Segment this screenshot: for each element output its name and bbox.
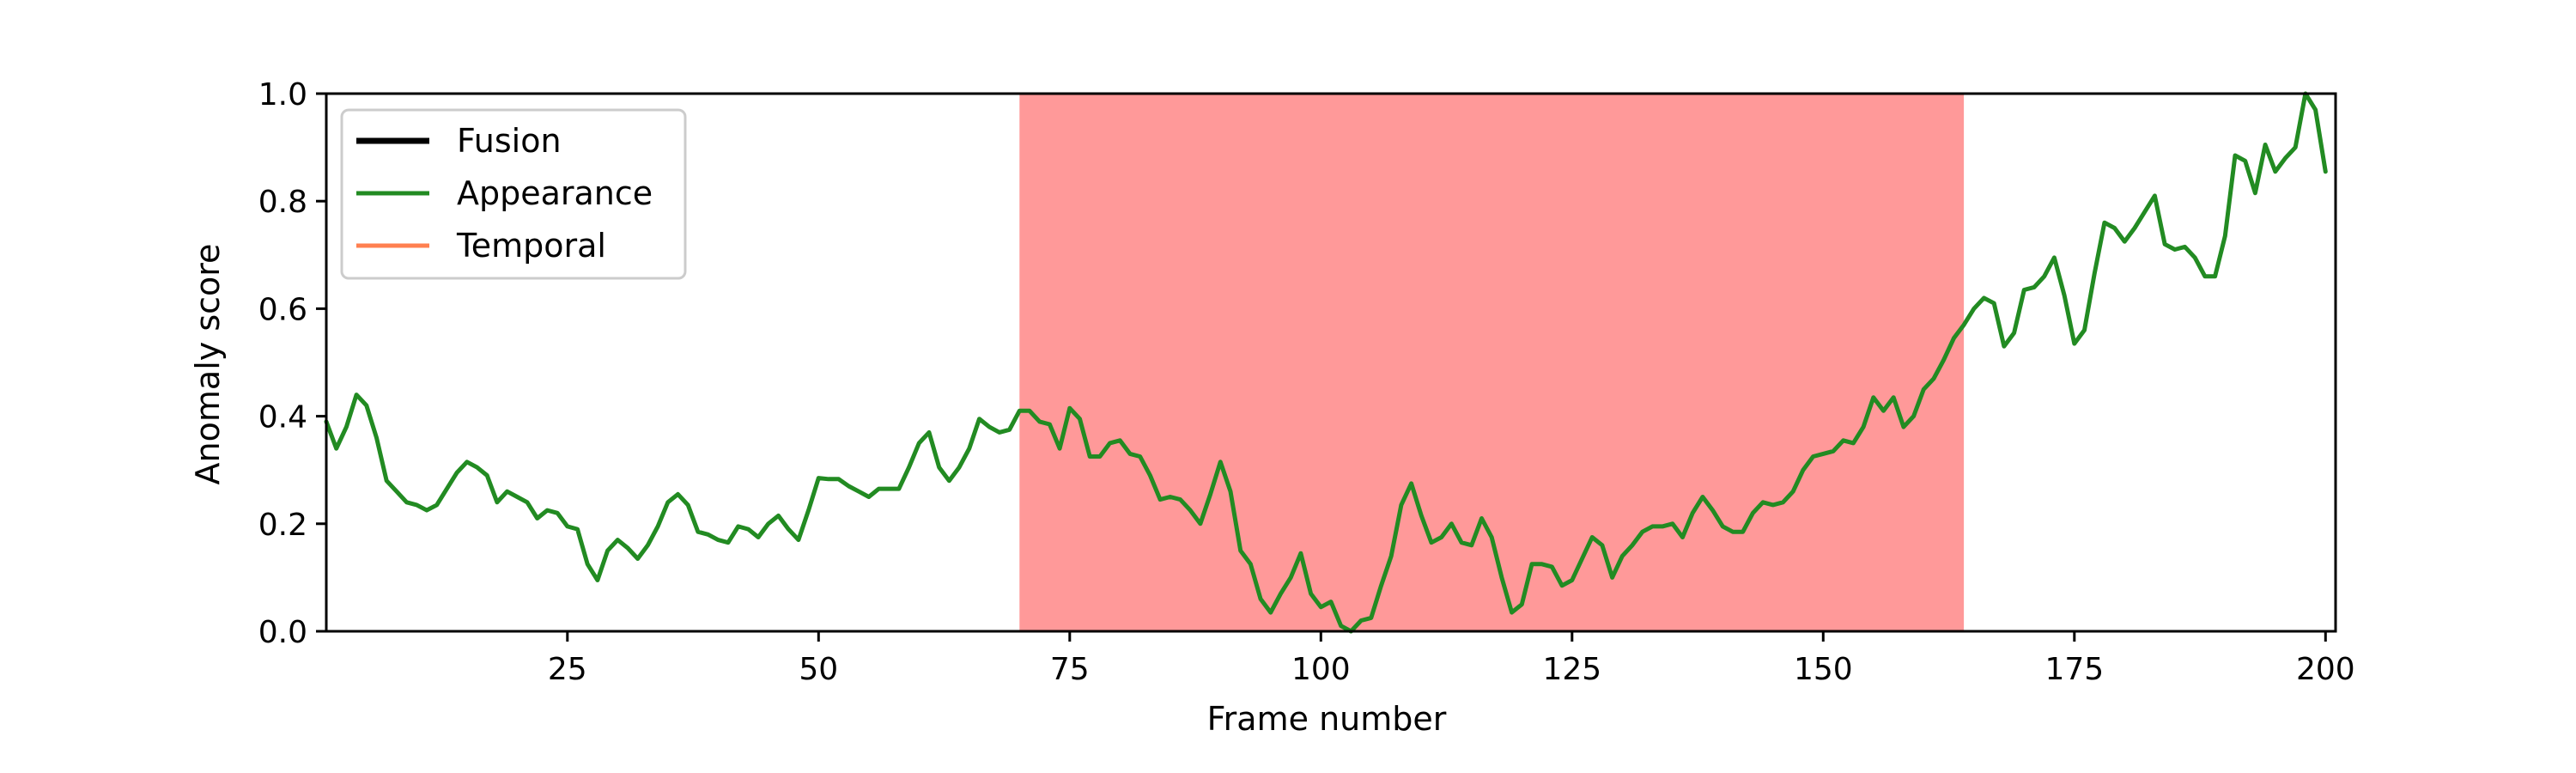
x-tick-label-200: 200 [2296, 652, 2355, 687]
x-tick-label-125: 125 [1542, 652, 1601, 687]
x-tick-label-175: 175 [2044, 652, 2104, 687]
legend-label-temporal: Temporal [456, 227, 606, 265]
y-tick-label-4: 0.8 [258, 185, 307, 220]
series-line-appearance [324, 91, 2328, 634]
y-tick-label-3: 0.6 [258, 292, 307, 327]
y-tick-label-5: 1.0 [258, 77, 307, 113]
x-tick-label-50: 50 [799, 652, 838, 687]
y-axis-label: Anomaly score [189, 244, 227, 485]
y-tick-label-0: 0.0 [258, 615, 307, 650]
axes-frame [325, 92, 2337, 633]
legend-box [340, 108, 687, 280]
legend: Fusion Appearance Temporal [340, 108, 687, 280]
legend-label-appearance: Appearance [457, 174, 653, 212]
x-axis-label: Frame number [1207, 700, 1447, 738]
x-tick-label-100: 100 [1291, 652, 1351, 687]
x-tick-label-75: 75 [1050, 652, 1090, 687]
y-tick-label-1: 0.2 [258, 508, 307, 543]
y-tick-label-2: 0.4 [258, 400, 307, 435]
x-tick-label-25: 25 [548, 652, 587, 687]
axes: 25 50 75 100 125 150 175 200 0.0 0.2 0.4 0.6 0.8 1.0 [258, 77, 2355, 687]
plot-area [324, 91, 2328, 634]
anomaly-region [1019, 94, 1965, 631]
legend-label-fusion: Fusion [457, 122, 562, 160]
x-tick-label-150: 150 [1794, 652, 1853, 687]
